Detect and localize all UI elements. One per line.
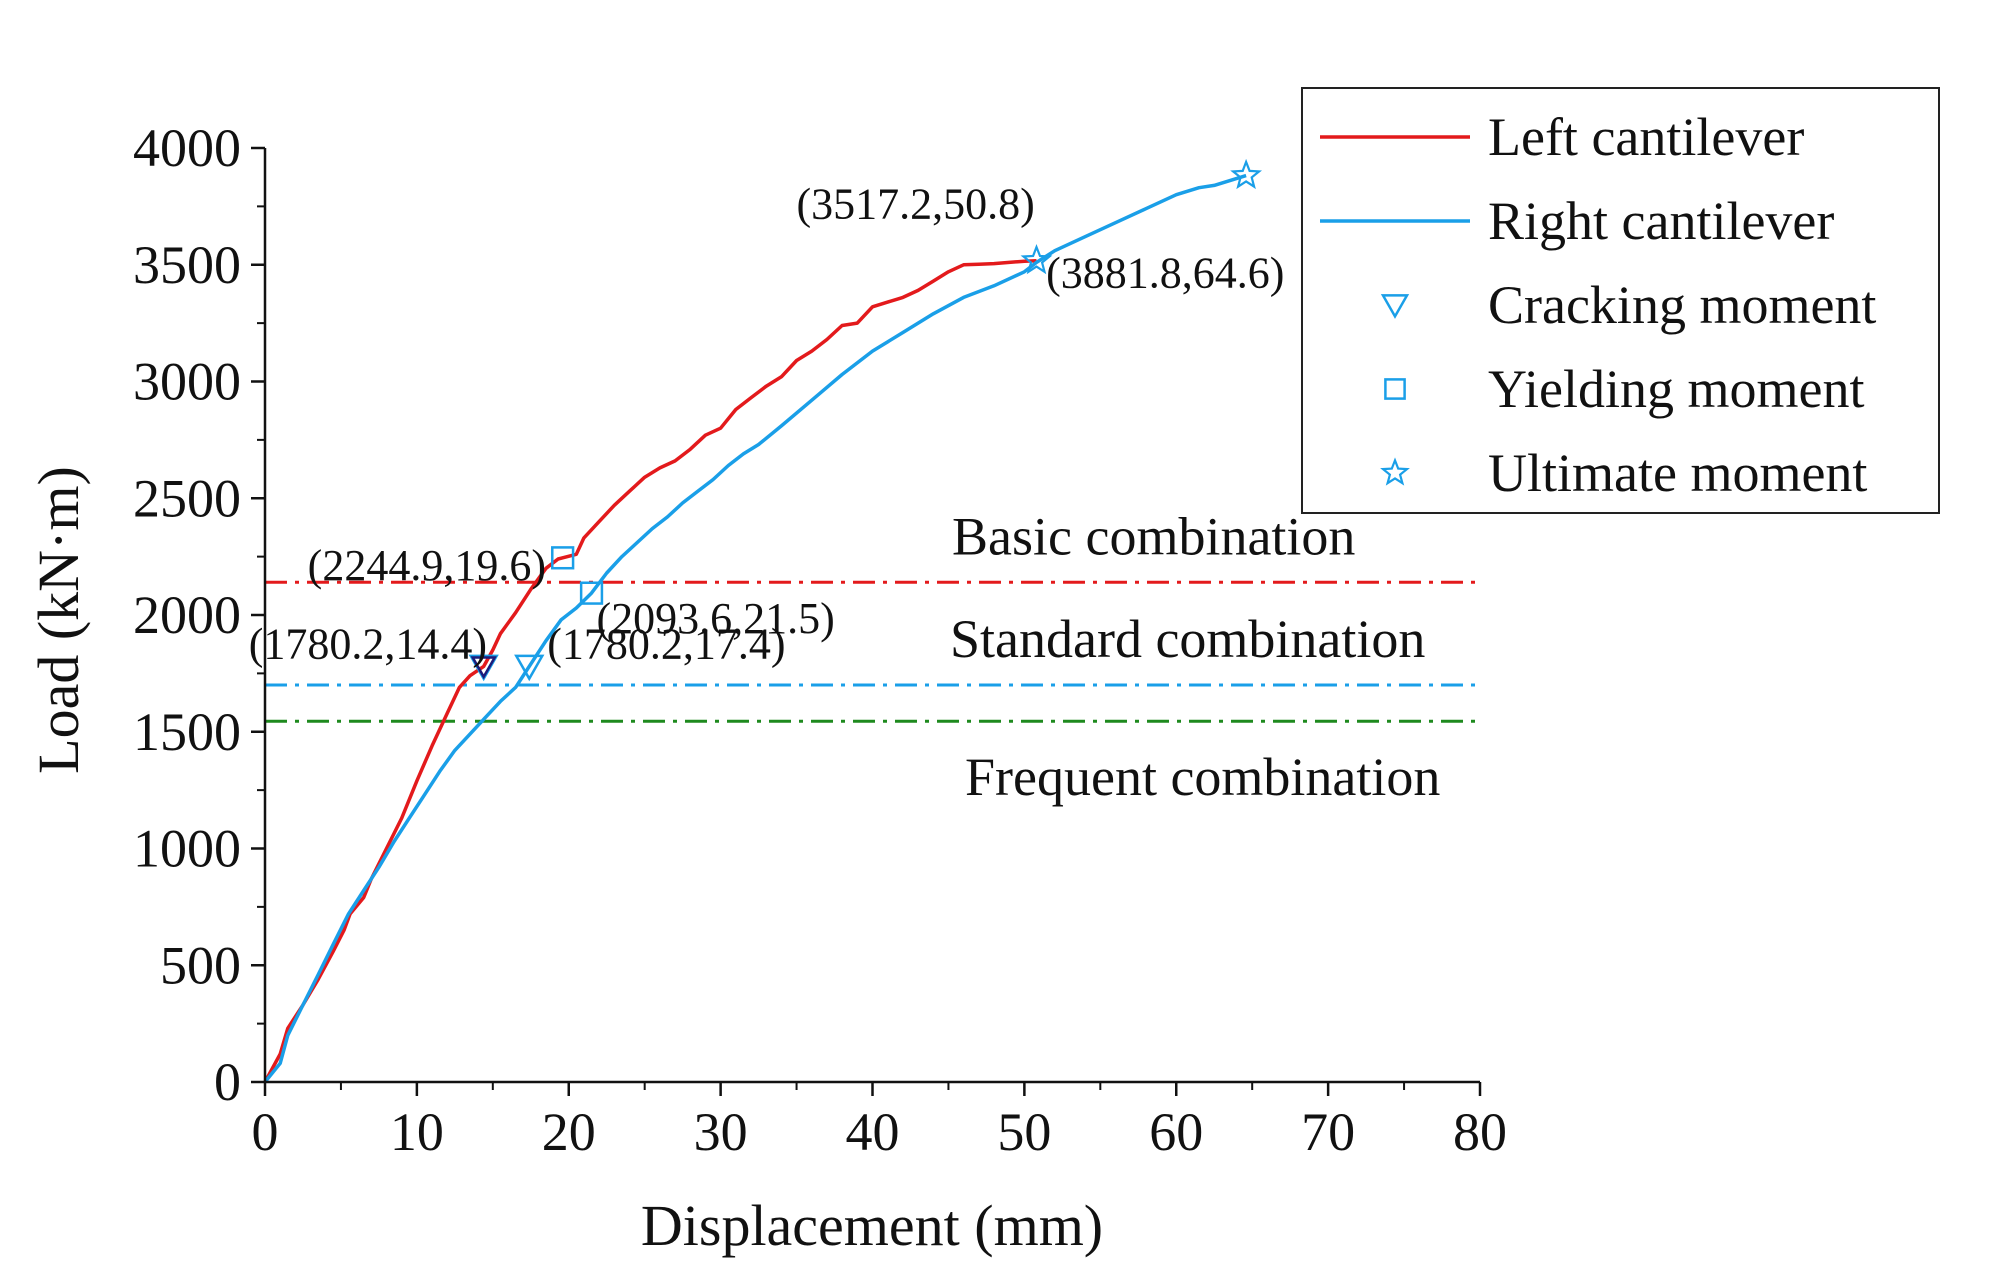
- legend-box: [1301, 87, 1940, 514]
- star-marker-0: [1020, 244, 1053, 275]
- annotations: (2244.9,19.6) (2093.6,21.5) (1780.2,14.4) (…: [249, 180, 1285, 669]
- square-marker-1: [579, 581, 604, 605]
- reference-label-1: Standard combination: [950, 609, 1425, 669]
- y-tick-label-6: 3000: [133, 352, 241, 412]
- point-annotation-3: (1780.2,17.4): [547, 619, 785, 668]
- y-tick-label-0: 0: [214, 1052, 241, 1112]
- x-axis-title: Displacement (mm): [641, 1193, 1103, 1258]
- y-axis-title: Load (kN·m): [26, 466, 91, 774]
- x-tick-label-6: 60: [1149, 1102, 1203, 1162]
- legend-label-4: Ultimate moment: [1488, 443, 1867, 503]
- point-annotation-2: (1780.2,14.4): [249, 619, 487, 668]
- x-tick-label-7: 70: [1301, 1102, 1355, 1162]
- markers: [468, 158, 1263, 682]
- star-marker-1: [1230, 158, 1263, 190]
- point-annotation-4: (3517.2,50.8): [797, 180, 1035, 229]
- reference-label-2: Frequent combination: [965, 747, 1440, 807]
- legend-swatch-3: [1384, 378, 1406, 400]
- x-tick-label-5: 50: [997, 1102, 1051, 1162]
- reference-label-0: Basic combination: [952, 506, 1355, 566]
- x-tick-label-4: 40: [846, 1102, 900, 1162]
- reference-lines: [265, 580, 1480, 723]
- triangle-marker-dark: [470, 656, 497, 680]
- x-tick-label-2: 20: [542, 1102, 596, 1162]
- x-tick-label-1: 10: [390, 1102, 444, 1162]
- axes: 0 10 20 30 40 50 60 70 80 0 500 1000 1500 2000 2500 300…: [133, 118, 1507, 1162]
- y-tick-label-8: 4000: [133, 118, 241, 178]
- y-tick-label-5: 2500: [133, 468, 241, 528]
- triangle-marker-1: [514, 654, 545, 682]
- x-tick-label-3: 30: [694, 1102, 748, 1162]
- y-tick-label-4: 2000: [133, 585, 241, 645]
- legend-label-2: Cracking moment: [1488, 275, 1876, 335]
- legend-swatch-2: [1380, 294, 1410, 319]
- square-marker-0: [551, 546, 575, 570]
- point-annotation-5: (3881.8,64.6): [1046, 249, 1284, 298]
- point-annotation-0: (2244.9,19.6): [308, 541, 546, 590]
- legend: Left cantilever Right cantilever Cracking …: [1301, 87, 1940, 514]
- legend-items: Left cantilever Right cantilever Cracking …: [1320, 107, 1876, 503]
- legend-label-3: Yielding moment: [1488, 359, 1864, 419]
- x-tick-label-8: 80: [1453, 1102, 1507, 1162]
- point-annotation-1: (2093.6,21.5): [597, 594, 835, 643]
- reference-line-labels: Basic combination Standard combination Fre…: [950, 506, 1440, 807]
- legend-label-0: Left cantilever: [1488, 107, 1804, 167]
- legend-swatch-4: [1380, 457, 1410, 486]
- y-tick-label-1: 500: [160, 935, 241, 995]
- y-tick-label-7: 3500: [133, 235, 241, 295]
- x-tick-label-0: 0: [252, 1102, 279, 1162]
- y-tick-label-2: 1000: [133, 819, 241, 879]
- series-line-left-cantilever: [263, 258, 1037, 1083]
- legend-label-1: Right cantilever: [1488, 191, 1834, 251]
- y-tick-label-3: 1500: [133, 702, 241, 762]
